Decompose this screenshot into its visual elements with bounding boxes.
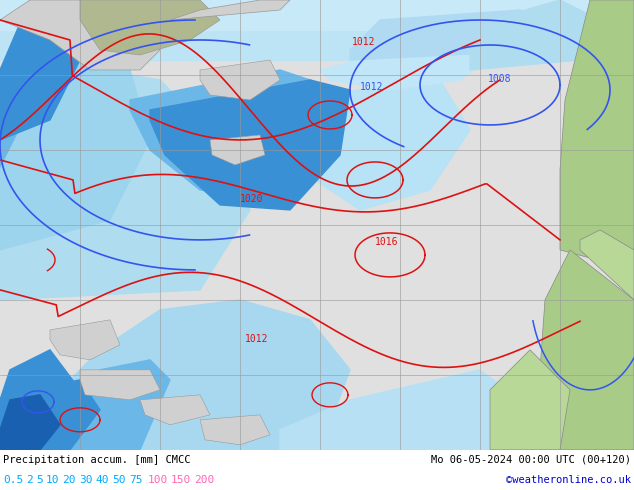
Polygon shape bbox=[0, 30, 150, 250]
Polygon shape bbox=[150, 80, 350, 210]
Polygon shape bbox=[20, 360, 170, 450]
Polygon shape bbox=[210, 135, 265, 165]
Polygon shape bbox=[540, 250, 634, 450]
Text: 1016: 1016 bbox=[375, 237, 399, 247]
Text: ©weatheronline.co.uk: ©weatheronline.co.uk bbox=[506, 475, 631, 485]
Text: 1012: 1012 bbox=[245, 334, 269, 344]
Text: 1012: 1012 bbox=[352, 37, 375, 47]
Polygon shape bbox=[0, 300, 350, 450]
Polygon shape bbox=[0, 0, 160, 70]
Polygon shape bbox=[0, 350, 80, 450]
Polygon shape bbox=[50, 320, 120, 360]
Text: 0.5: 0.5 bbox=[3, 475, 23, 485]
Polygon shape bbox=[0, 70, 250, 300]
Polygon shape bbox=[280, 80, 470, 210]
Polygon shape bbox=[470, 0, 600, 70]
Polygon shape bbox=[0, 0, 90, 140]
Text: 1008: 1008 bbox=[488, 74, 512, 84]
Text: Precipitation accum. [mm] CMCC: Precipitation accum. [mm] CMCC bbox=[3, 455, 190, 465]
Polygon shape bbox=[0, 0, 634, 30]
Text: 1012: 1012 bbox=[360, 82, 384, 92]
Polygon shape bbox=[80, 370, 160, 400]
Polygon shape bbox=[200, 60, 280, 100]
Polygon shape bbox=[280, 370, 520, 450]
Polygon shape bbox=[0, 395, 60, 450]
Polygon shape bbox=[0, 20, 120, 170]
Text: 200: 200 bbox=[195, 475, 215, 485]
Text: 75: 75 bbox=[129, 475, 143, 485]
Polygon shape bbox=[80, 0, 220, 55]
Polygon shape bbox=[560, 410, 634, 450]
Polygon shape bbox=[0, 0, 634, 60]
Text: 1020: 1020 bbox=[240, 194, 264, 204]
Text: 5: 5 bbox=[36, 475, 43, 485]
Text: 150: 150 bbox=[171, 475, 191, 485]
Polygon shape bbox=[130, 70, 340, 200]
Text: 30: 30 bbox=[79, 475, 93, 485]
Text: 20: 20 bbox=[63, 475, 76, 485]
Text: 100: 100 bbox=[148, 475, 168, 485]
Text: 50: 50 bbox=[112, 475, 126, 485]
Text: Mo 06-05-2024 00:00 UTC (00+120): Mo 06-05-2024 00:00 UTC (00+120) bbox=[431, 455, 631, 465]
Text: 40: 40 bbox=[96, 475, 109, 485]
Polygon shape bbox=[200, 415, 270, 445]
Polygon shape bbox=[350, 10, 580, 60]
Polygon shape bbox=[170, 0, 290, 20]
Text: 10: 10 bbox=[46, 475, 60, 485]
Polygon shape bbox=[580, 230, 634, 300]
Polygon shape bbox=[490, 350, 570, 450]
Text: 2: 2 bbox=[27, 475, 33, 485]
Polygon shape bbox=[560, 0, 634, 270]
Polygon shape bbox=[0, 380, 100, 450]
Polygon shape bbox=[320, 30, 500, 90]
Polygon shape bbox=[140, 395, 210, 425]
